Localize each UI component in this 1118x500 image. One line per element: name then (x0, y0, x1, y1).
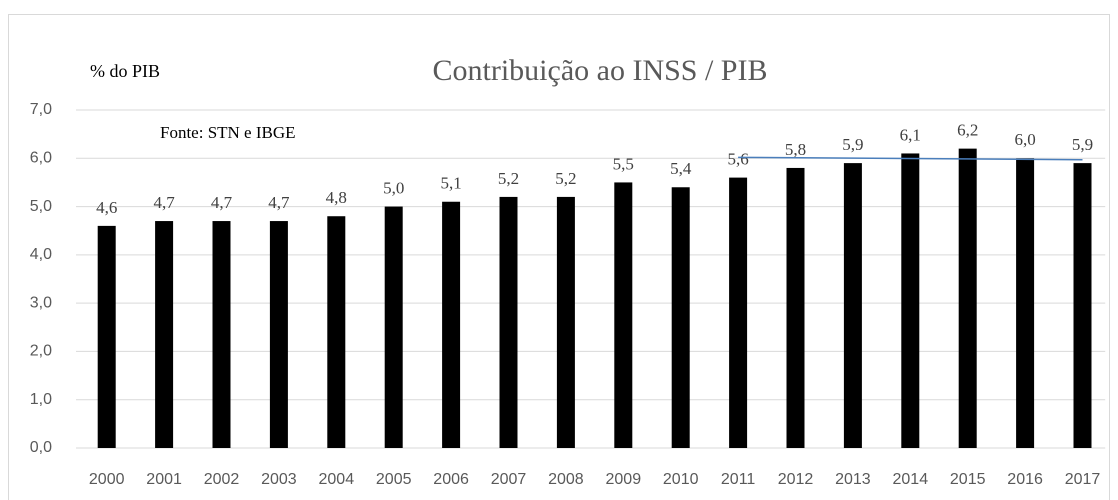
data-label: 4,8 (326, 188, 347, 207)
bar (901, 153, 920, 448)
bar (269, 221, 288, 448)
x-tick-label: 2008 (548, 471, 584, 488)
x-tick-label: 2015 (950, 471, 986, 488)
data-label: 4,7 (153, 193, 175, 212)
bar (155, 221, 174, 448)
bar (786, 167, 805, 448)
y-tick-label: 1,0 (30, 391, 52, 408)
data-label: 5,2 (498, 169, 519, 188)
data-label: 5,6 (727, 150, 748, 169)
y-tick-label: 6,0 (30, 150, 52, 167)
bar (442, 201, 461, 448)
bar (97, 225, 116, 448)
bar (1016, 158, 1035, 449)
data-label: 6,1 (900, 125, 921, 144)
x-tick-label: 2007 (491, 471, 527, 488)
data-label: 5,9 (1072, 135, 1093, 154)
bar (212, 221, 231, 448)
x-tick-label: 2000 (89, 471, 125, 488)
data-label: 4,7 (211, 193, 233, 212)
x-tick-label: 2001 (146, 471, 182, 488)
x-tick-label: 2006 (433, 471, 469, 488)
y-axis-label: % do PIB (90, 61, 160, 81)
bar (614, 182, 633, 448)
bar (729, 177, 748, 448)
data-label: 4,7 (268, 193, 290, 212)
x-tick-label: 2017 (1065, 471, 1101, 488)
data-label: 5,9 (842, 135, 863, 154)
data-label: 5,8 (785, 140, 806, 159)
x-tick-label: 2004 (319, 471, 355, 488)
y-tick-label: 3,0 (30, 294, 52, 311)
x-tick-label: 2012 (778, 471, 814, 488)
data-label: 6,0 (1014, 130, 1035, 149)
x-tick-label: 2010 (663, 471, 699, 488)
bar (384, 206, 403, 448)
x-tick-label: 2003 (261, 471, 297, 488)
bar (958, 148, 977, 448)
trend-line (738, 156, 1083, 161)
x-tick-label: 2009 (606, 471, 642, 488)
y-tick-label: 2,0 (30, 343, 52, 360)
data-label: 5,1 (440, 174, 461, 193)
bar (499, 196, 518, 448)
bar (327, 216, 346, 448)
chart-title: Contribuição ao INSS / PIB (433, 54, 768, 87)
x-tick-label: 2005 (376, 471, 412, 488)
annotation: Fonte: STN e IBGE (160, 123, 296, 142)
y-tick-label: 0,0 (30, 439, 52, 456)
bar (1073, 163, 1092, 448)
data-label: 5,5 (613, 154, 634, 173)
data-label: 5,0 (383, 178, 404, 197)
bar (671, 187, 690, 448)
data-label: 6,2 (957, 121, 978, 140)
data-label: 5,2 (555, 169, 576, 188)
data-label: 5,4 (670, 159, 692, 178)
y-tick-label: 4,0 (30, 246, 52, 263)
bar (843, 163, 862, 448)
x-tick-label: 2016 (1007, 471, 1043, 488)
x-tick-label: 2002 (204, 471, 240, 488)
y-tick-label: 5,0 (30, 198, 52, 215)
x-tick-label: 2011 (721, 471, 756, 488)
data-label: 4,6 (96, 198, 117, 217)
chart-frame (8, 14, 1110, 500)
x-tick-label: 2013 (835, 471, 871, 488)
y-tick-label: 7,0 (30, 101, 52, 118)
x-tick-label: 2014 (893, 471, 929, 488)
bar (556, 196, 575, 448)
